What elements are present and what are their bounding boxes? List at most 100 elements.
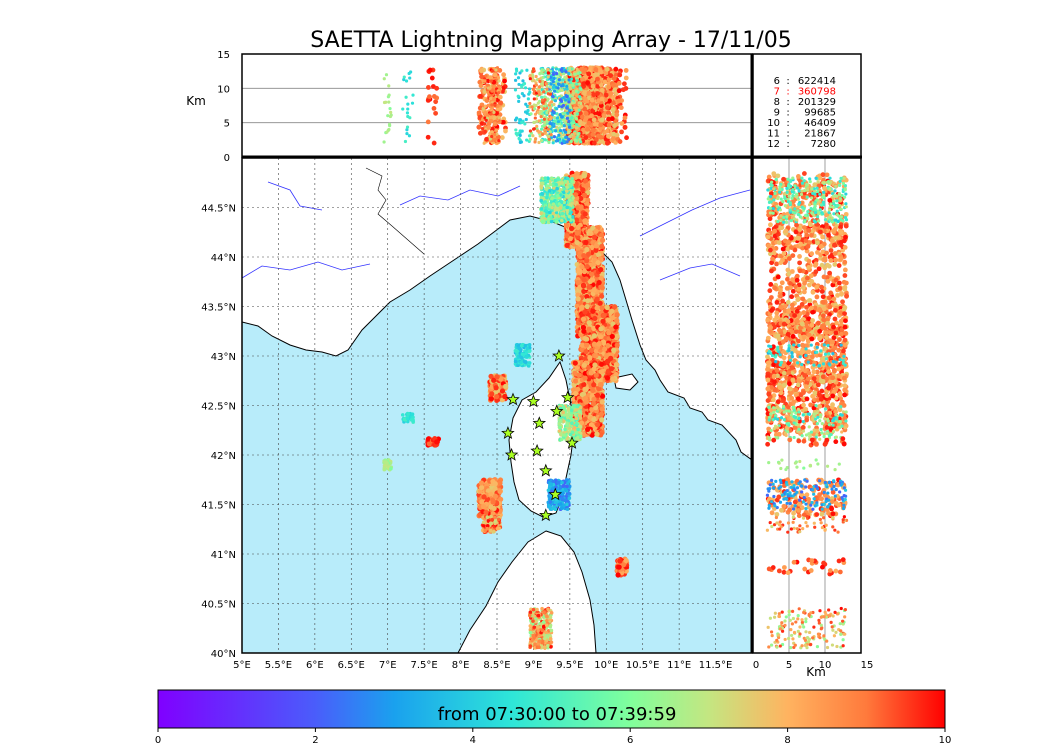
lightning-source: [597, 256, 603, 262]
lightning-source: [488, 396, 494, 402]
country-border: [365, 167, 425, 255]
lightning-source: [525, 354, 529, 359]
lightning-source: [575, 404, 580, 409]
lightning-source: [561, 410, 565, 415]
lightning-source: [558, 206, 563, 210]
lightning-source: [584, 263, 590, 270]
lightning-source: [571, 196, 575, 200]
lightning-source: [548, 210, 552, 215]
lightning-source: [545, 195, 549, 200]
lightning-source: [488, 504, 494, 510]
lightning-source: [568, 432, 573, 437]
lightning-source: [566, 176, 570, 181]
lightning-source: [544, 187, 548, 191]
lightning-source: [584, 303, 590, 310]
lightning-source: [543, 200, 547, 204]
lightning-source: [561, 405, 566, 410]
lightning-source: [494, 394, 500, 400]
lightning-source: [540, 219, 545, 224]
lightning-source: [572, 192, 579, 198]
lightning-source: [527, 349, 532, 354]
lightning-source: [586, 320, 592, 326]
lightning-source: [527, 361, 532, 365]
lightning-source: [589, 277, 596, 283]
lightning-source: [604, 375, 611, 381]
lightning-source: [592, 315, 598, 322]
lightning-source: [499, 388, 506, 394]
lightning-source: [492, 529, 496, 534]
lightning-source: [582, 211, 588, 217]
lightning-points: [382, 170, 630, 650]
lightning-source: [593, 247, 599, 253]
lightning-source: [599, 243, 605, 250]
lightning-source: [513, 359, 518, 364]
lightning-source: [565, 421, 569, 426]
lightning-source: [575, 234, 581, 241]
lightning-source: [563, 498, 567, 502]
lightning-source: [540, 191, 544, 196]
lightning-source: [489, 521, 494, 526]
lightning-source: [554, 485, 558, 489]
lightning-source: [562, 433, 566, 437]
lightning-source: [574, 230, 580, 236]
lightning-source: [522, 360, 527, 364]
lightning-source: [539, 198, 543, 203]
lightning-source: [554, 182, 558, 187]
lightning-source: [573, 217, 580, 223]
lightning-source: [613, 371, 619, 378]
lightning-source: [520, 352, 525, 356]
lightning-source: [590, 387, 596, 394]
lightning-source: [586, 284, 592, 290]
chart-title: SAETTA Lightning Mapping Array - 17/11/0…: [310, 28, 791, 53]
lightning-source: [591, 396, 597, 402]
lightning-source: [567, 491, 571, 496]
lightning-source: [582, 178, 589, 184]
lightning-source: [483, 509, 489, 515]
lightning-source: [574, 431, 579, 435]
lightning-source: [571, 215, 575, 219]
lightning-source: [581, 362, 587, 368]
lightning-source: [578, 424, 582, 429]
lightning-source: [567, 214, 572, 219]
lightning-source: [539, 207, 544, 211]
map-panel: 5°E 5.5°E 6°E 6.5°E 7°E 7.5°E 8°E 8.5°E 9°E 9.5°E…: [201, 157, 753, 671]
lightning-source: [581, 268, 588, 275]
lightning-source: [605, 343, 611, 349]
lightning-source: [591, 234, 598, 240]
lightning-source: [574, 421, 579, 426]
lightning-source: [556, 480, 560, 485]
lightning-source: [558, 502, 563, 506]
lightning-source: [490, 499, 496, 505]
lightning-source: [481, 520, 486, 525]
lightning-source: [593, 243, 600, 249]
lightning-source: [553, 178, 558, 183]
lightning-source: [591, 333, 597, 339]
lightning-source: [583, 239, 589, 245]
lightning-source: [567, 496, 572, 500]
lightning-source: [614, 312, 620, 318]
lightning-source: [601, 313, 607, 319]
lightning-source: [590, 308, 596, 314]
lightning-source: [598, 266, 604, 273]
lightning-source: [573, 378, 579, 384]
lightning-source: [513, 349, 518, 353]
lightning-source: [578, 434, 583, 439]
lightning-source: [584, 246, 590, 253]
lightning-source: [551, 202, 556, 206]
lightning-source: [590, 225, 596, 231]
lightning-source: [593, 353, 599, 359]
lightning-source: [573, 412, 577, 416]
lightning-source: [564, 194, 569, 198]
lightning-source: [585, 298, 591, 304]
lightning-source: [582, 387, 589, 393]
lightning-source: [588, 370, 594, 376]
lightning-source: [490, 517, 495, 522]
lightning-source: [579, 263, 585, 270]
lightning-source: [523, 343, 528, 348]
lightning-source: [575, 224, 581, 230]
lightning-source: [564, 233, 570, 239]
lightning-source: [546, 217, 551, 221]
lightning-source: [604, 304, 610, 311]
lightning-source: [563, 179, 568, 184]
